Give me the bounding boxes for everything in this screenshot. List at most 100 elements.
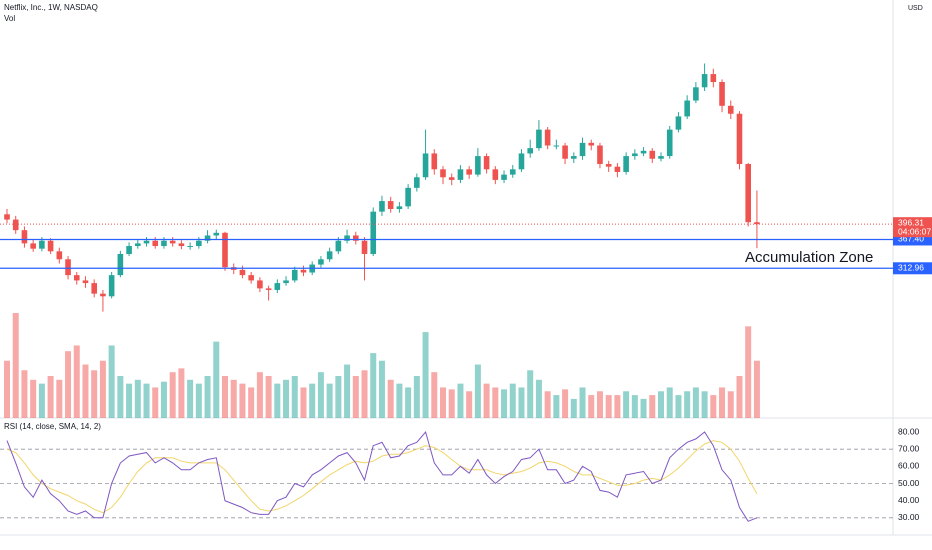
volume-bar <box>30 379 37 418</box>
candle-body <box>135 243 141 247</box>
volume-bar <box>623 391 630 418</box>
volume-bar <box>317 372 324 418</box>
candle-body <box>387 201 394 209</box>
candle-body <box>222 232 228 268</box>
candle-body <box>675 116 682 130</box>
volume-bar <box>361 370 368 418</box>
candle-body <box>291 269 298 281</box>
candle-body <box>727 105 734 114</box>
candle-body <box>361 240 368 254</box>
candle-body <box>562 145 568 159</box>
level-label: 367.40 <box>898 234 924 244</box>
candle-body <box>701 74 708 88</box>
volume-bar <box>518 387 525 418</box>
candle-body <box>466 169 472 175</box>
candle-body <box>509 169 516 175</box>
candle-body <box>143 240 150 244</box>
rsi-legend: RSI (14, close, SMA, 14, 2) <box>4 422 101 431</box>
candle-body <box>117 253 124 276</box>
candle-body <box>623 156 629 172</box>
candle-body <box>265 288 272 290</box>
volume-bar <box>431 372 438 418</box>
volume-bar <box>483 383 490 418</box>
candle-body <box>4 214 10 220</box>
volume-bar <box>65 351 72 418</box>
volume-bar <box>169 372 176 418</box>
candle-body <box>379 201 385 212</box>
volume-bar <box>344 364 351 418</box>
rsi-tick-label: 70.00 <box>898 443 920 453</box>
candle-body <box>614 166 621 172</box>
volume-bar <box>134 379 141 418</box>
candle-body <box>39 240 45 249</box>
volume-bar <box>82 364 89 418</box>
candle-body <box>283 280 289 284</box>
candle-body <box>213 232 220 236</box>
candle-body <box>257 280 263 289</box>
rsi-sma-line <box>6 440 758 514</box>
candle-body <box>666 129 673 157</box>
volume-bar <box>12 313 19 418</box>
candle-body <box>501 174 507 180</box>
volume-bar <box>204 376 211 418</box>
volume-bar <box>274 383 281 418</box>
volume-bar <box>596 391 603 418</box>
candle-body <box>658 156 664 159</box>
candle-body <box>344 235 350 241</box>
currency: USD <box>908 5 923 12</box>
volume-bar <box>143 383 150 418</box>
candle-body <box>649 150 656 159</box>
candle-body <box>91 283 97 294</box>
rsi-line <box>6 430 758 522</box>
candle-body <box>82 280 89 284</box>
volume-bar <box>335 376 342 418</box>
candle-body <box>100 293 106 297</box>
volume-bar <box>99 360 106 418</box>
level-label-box <box>893 262 932 275</box>
volume-bar <box>213 341 220 418</box>
candle-body <box>196 240 202 247</box>
candle-body <box>571 156 577 159</box>
candle-body <box>719 82 725 106</box>
volume-legend: Vol <box>4 14 15 23</box>
volume-bar <box>684 391 691 418</box>
candle-body <box>693 87 699 101</box>
volume-bar <box>736 376 743 418</box>
candle-body <box>632 153 638 157</box>
candle-body <box>396 206 403 209</box>
candle-body <box>448 177 455 180</box>
volume-bar <box>501 389 508 418</box>
candle-body <box>300 269 307 273</box>
volume-bar <box>239 383 246 418</box>
candle-body <box>65 259 71 276</box>
candle-body <box>754 222 760 225</box>
candle-body <box>161 240 167 247</box>
candle-body <box>152 240 159 247</box>
candle-body <box>239 269 246 276</box>
volume-bar <box>457 383 464 418</box>
volume-bar <box>753 360 760 418</box>
candle-body <box>335 240 342 252</box>
volume-bar <box>579 387 586 418</box>
volume-bar <box>710 395 717 418</box>
candle-body <box>431 153 438 170</box>
volume-bar <box>474 364 481 418</box>
volume-bar <box>309 383 316 418</box>
volume-bar <box>649 395 656 418</box>
volume-bar <box>73 345 80 418</box>
volume-bar <box>640 398 647 418</box>
grid <box>0 448 893 519</box>
candle-body <box>544 129 551 146</box>
volume-bar <box>692 387 699 418</box>
candle-body <box>414 177 420 188</box>
volume-bar <box>256 372 263 418</box>
volume-bar <box>160 381 167 418</box>
candle-body <box>187 246 193 248</box>
candle-body <box>605 164 612 167</box>
last-price-box <box>893 217 932 238</box>
candle-body <box>108 275 115 297</box>
candle-body <box>274 283 281 290</box>
volume-bar <box>387 379 394 418</box>
